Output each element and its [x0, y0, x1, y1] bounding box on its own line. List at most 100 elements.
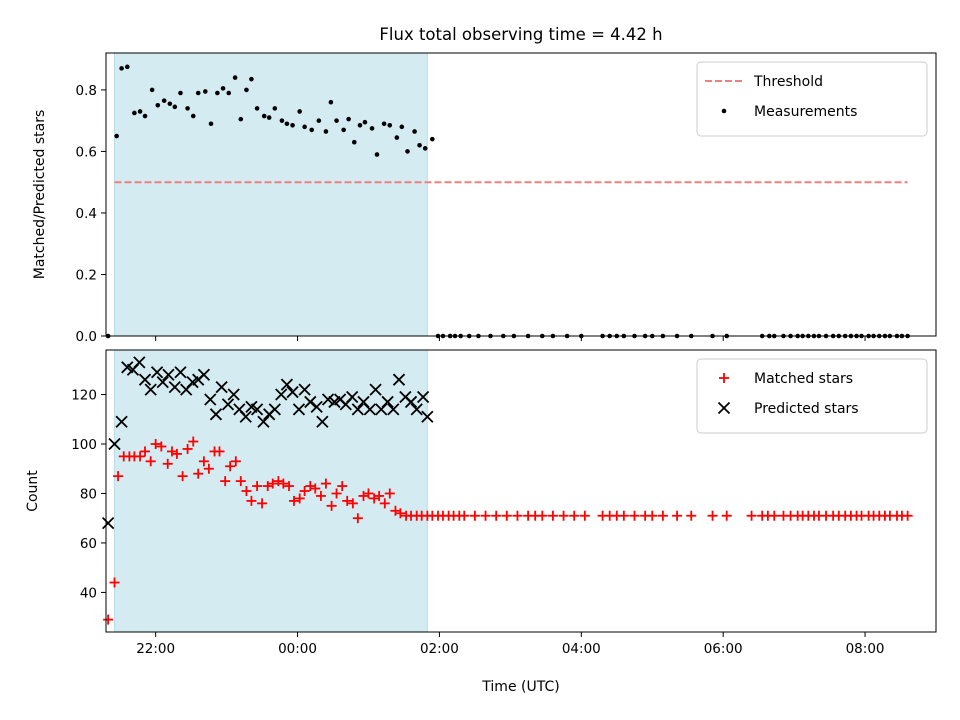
measurement-point	[215, 90, 220, 96]
matched-star-point	[182, 443, 193, 454]
top-y-tick-label: 0.6	[76, 144, 97, 160]
measurement-point	[167, 101, 173, 107]
measurement-point	[195, 90, 201, 96]
measurement-point	[137, 109, 143, 114]
predicted-star-point	[275, 388, 288, 401]
matched-star-point	[347, 498, 358, 509]
predicted-star-point	[250, 403, 264, 416]
measurement-point	[149, 87, 155, 93]
measurement-point	[323, 129, 329, 134]
predicted-star-point	[257, 415, 270, 428]
matched-star-point	[315, 490, 326, 501]
matched-star-point	[288, 495, 299, 506]
matched-star-point	[252, 481, 263, 492]
matched-star-point	[150, 439, 161, 449]
measurement-point	[334, 118, 339, 123]
matched-star-point	[537, 510, 548, 521]
bottom-y-tick-label: 40	[80, 585, 97, 601]
predicted-star-point	[280, 378, 294, 391]
predicted-star-point	[351, 403, 364, 416]
measurement-point	[279, 118, 285, 123]
matched-star-point	[278, 478, 289, 489]
measurement-point	[316, 118, 322, 123]
measurement-point	[417, 142, 422, 148]
matched-star-point	[198, 456, 209, 467]
measurement-point	[220, 86, 226, 91]
bottom-y-tick-label: 80	[80, 486, 97, 502]
measurement-point	[430, 136, 435, 142]
bottom-legend-box	[696, 358, 928, 434]
matched-star-point	[337, 481, 348, 492]
measurement-point	[232, 75, 238, 80]
measurement-point	[249, 76, 254, 82]
matched-star-point	[374, 490, 385, 501]
matched-star-point	[156, 441, 167, 452]
matched-star-point	[257, 498, 268, 509]
matched-star-point	[214, 446, 225, 457]
legend-matched-stars-swatch	[719, 373, 729, 383]
matched-star-point	[395, 508, 406, 519]
predicted-star-point	[286, 385, 299, 399]
measurement-point	[238, 116, 244, 122]
matched-star-point	[657, 510, 668, 521]
top-panel: 0.00.20.40.60.8 Matched/Predicted stars …	[32, 52, 937, 345]
top-y-tick-label: 0.2	[76, 267, 97, 283]
matched-star-point	[379, 498, 390, 509]
measurement-point	[405, 149, 410, 154]
matched-star-point	[193, 468, 204, 479]
measurement-point	[297, 109, 302, 114]
matched-star-point	[284, 481, 295, 492]
predicted-star-point	[346, 390, 359, 404]
bottom-axes-frame	[105, 349, 937, 633]
matched-star-point	[320, 478, 331, 489]
measurement-point	[394, 135, 400, 140]
measurement-point	[381, 121, 387, 127]
matched-star-point	[569, 510, 580, 521]
predicted-star-point	[304, 395, 317, 409]
measurement-point	[284, 121, 290, 127]
legend-predicted-stars-label: Predicted stars	[754, 401, 859, 417]
predicted-star-point	[204, 393, 217, 406]
x-tick-label: 22:00	[136, 641, 175, 657]
predicted-star-point	[156, 376, 169, 389]
matched-star-point	[241, 486, 252, 496]
matched-star-point	[171, 448, 182, 459]
matched-star-point	[469, 510, 480, 521]
predicted-star-point	[421, 410, 434, 423]
predicted-star-point	[209, 408, 223, 421]
measurement-point	[124, 64, 130, 70]
predicted-star-point	[410, 403, 423, 416]
matched-star-point	[331, 488, 342, 499]
matched-star-point	[902, 510, 913, 521]
matched-star-point	[363, 488, 374, 499]
predicted-star-point	[144, 383, 157, 396]
matched-star-point	[267, 478, 278, 489]
measurement-point	[266, 115, 272, 120]
matched-star-point	[721, 510, 732, 521]
measurement-point	[362, 119, 368, 125]
x-tick-label: 04:00	[562, 641, 601, 657]
matched-star-point	[326, 500, 337, 511]
top-shaded-span	[114, 53, 428, 336]
matched-star-point	[707, 510, 718, 521]
bottom-y-tick-label: 120	[71, 388, 97, 404]
measurement-point	[142, 113, 148, 119]
matched-star-point	[746, 510, 757, 521]
top-y-tick-label: 0.4	[76, 206, 97, 222]
measurement-point	[341, 127, 346, 133]
measurement-point	[302, 124, 307, 130]
measurement-point	[422, 146, 428, 151]
predicted-star-point	[138, 373, 152, 386]
predicted-star-point	[168, 380, 181, 394]
bottom-shaded-span	[114, 350, 428, 632]
matched-star-point	[686, 510, 697, 521]
matched-star-point	[140, 446, 151, 457]
matched-star-point	[294, 493, 305, 504]
measurement-point	[226, 90, 232, 96]
measurement-point	[272, 106, 278, 111]
matched-star-point	[203, 463, 214, 474]
predicted-star-point	[215, 380, 228, 394]
top-y-tick-label: 0.8	[76, 83, 97, 99]
measurement-point	[132, 110, 137, 116]
matched-star-point	[547, 510, 558, 521]
